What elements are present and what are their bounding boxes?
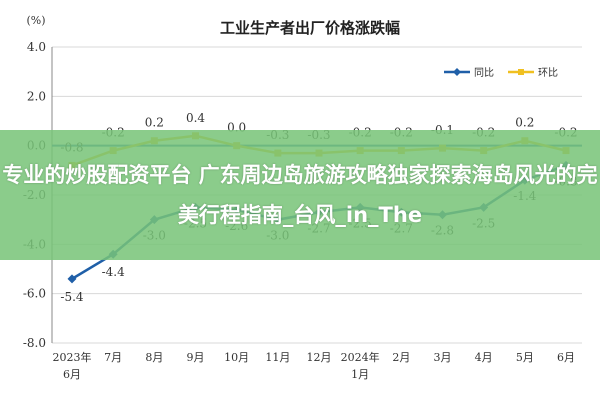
x-tick-label: 5月 xyxy=(516,351,534,364)
y-tick-label: -8.0 xyxy=(23,336,46,350)
x-tick-label: 1月 xyxy=(351,368,369,381)
data-label: 0.4 xyxy=(186,111,205,125)
legend-entry: 同比 xyxy=(474,67,494,79)
x-tick-label: 2023年 xyxy=(53,350,92,364)
data-label: -5.4 xyxy=(60,290,84,304)
data-label: 0.2 xyxy=(145,116,164,130)
legend-marker xyxy=(453,68,461,76)
x-tick-label: 12月 xyxy=(307,351,332,364)
x-tick-label: 6月 xyxy=(63,368,81,381)
x-tick-label: 6月 xyxy=(557,351,575,364)
data-label: 0.2 xyxy=(515,116,534,130)
data-label: -4.4 xyxy=(102,265,126,279)
x-tick-label: 10月 xyxy=(224,351,249,364)
data-point xyxy=(67,274,77,284)
watermark-banner-text: 专业的炒股配资平台 广东周边岛旅游攻略独家探索海岛风光的完美行程指南_台风_in… xyxy=(2,163,598,227)
x-tick-labels: 2023年 6月 7月 8月 9月 10月 11月 12月 2024年 1月 2月 3月 4月 5月 6月 xyxy=(53,350,576,381)
legend-entry: 环比 xyxy=(538,67,558,79)
y-tick-label: -6.0 xyxy=(23,287,46,301)
y-tick-label: 2.0 xyxy=(27,89,46,103)
y-tick-label: 4.0 xyxy=(27,40,46,54)
x-tick-label: 4月 xyxy=(475,351,493,364)
x-tick-label: 8月 xyxy=(145,351,163,364)
x-tick-label: 3月 xyxy=(434,351,452,364)
legend-marker xyxy=(518,69,524,75)
y-axis-unit-label: (%) xyxy=(26,14,45,27)
x-tick-label: 7月 xyxy=(104,351,122,364)
x-tick-label: 9月 xyxy=(187,351,205,364)
chart-title: 工业生产者出厂价格涨跌幅 xyxy=(220,19,400,37)
x-tick-label: 2024年 xyxy=(341,350,380,364)
x-tick-label: 11月 xyxy=(265,351,290,364)
watermark-banner: 专业的炒股配资平台 广东周边岛旅游攻略独家探索海岛风光的完美行程指南_台风_in… xyxy=(0,130,600,260)
x-tick-label: 2月 xyxy=(392,351,410,364)
legend: 同比 环比 xyxy=(444,67,558,79)
